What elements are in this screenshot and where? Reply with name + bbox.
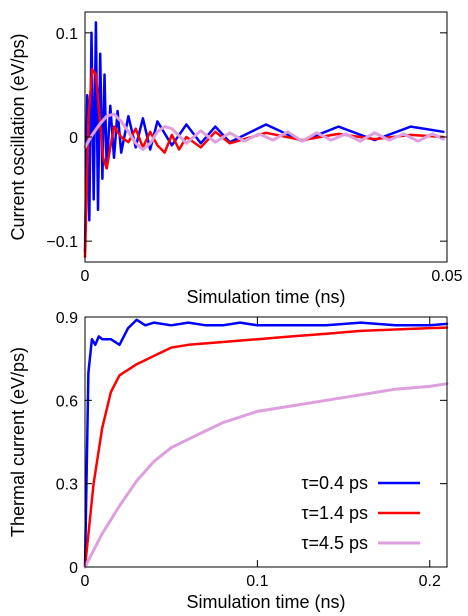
x-tick-label: 0.2 xyxy=(419,573,441,590)
x-axis-label: Simulation time (ns) xyxy=(186,592,345,612)
series-line-2 xyxy=(83,382,449,569)
series-line-0 xyxy=(83,21,445,253)
y-tick-label: 0 xyxy=(69,130,78,147)
x-axis-label: Simulation time (ns) xyxy=(186,287,345,307)
x-tick-label: 0 xyxy=(81,268,90,285)
legend-label: τ=4.5 ps xyxy=(301,533,368,553)
y-tick-label: 0.1 xyxy=(56,26,78,43)
series-line-2 xyxy=(83,112,445,151)
legend-label: τ=0.4 ps xyxy=(301,473,368,493)
y-tick-label: 0.6 xyxy=(56,393,78,410)
y-tick-label: 0.9 xyxy=(56,310,78,327)
plot-frame xyxy=(84,316,448,568)
y-tick-label: 0.3 xyxy=(56,477,78,494)
x-tick-label: 0.1 xyxy=(246,573,268,590)
legend-label: τ=1.4 ps xyxy=(301,503,368,523)
y-tick-label: 0 xyxy=(69,560,78,577)
y-tick-label: −0.1 xyxy=(46,234,78,251)
panel-thermal-current: 0 0.1 0.2 0 0.3 0.6 0.9 Simulation time (ns) The… xyxy=(8,310,449,612)
series-line-0 xyxy=(83,318,449,569)
x-tick-label: 0.05 xyxy=(431,268,462,285)
series-line-1 xyxy=(83,68,445,259)
y-axis-label: Thermal current (eV/ps) xyxy=(8,347,28,537)
y-axis-label: Current oscillation (eV/ps) xyxy=(8,33,28,240)
series-line-1 xyxy=(83,326,449,569)
x-tick-label: 0 xyxy=(81,573,90,590)
